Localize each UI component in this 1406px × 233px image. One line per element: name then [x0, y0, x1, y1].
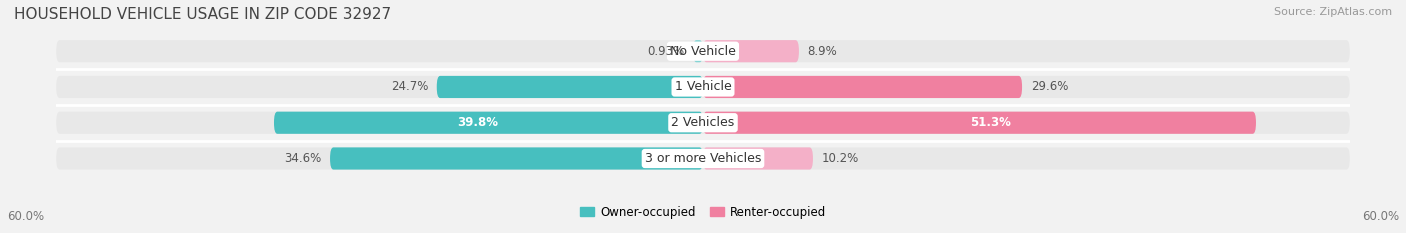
FancyBboxPatch shape [703, 76, 1022, 98]
Text: 8.9%: 8.9% [807, 45, 838, 58]
Text: 51.3%: 51.3% [970, 116, 1011, 129]
FancyBboxPatch shape [330, 147, 703, 170]
Text: 2 Vehicles: 2 Vehicles [672, 116, 734, 129]
Text: 10.2%: 10.2% [821, 152, 859, 165]
Text: 34.6%: 34.6% [284, 152, 322, 165]
FancyBboxPatch shape [437, 76, 703, 98]
Text: 0.93%: 0.93% [647, 45, 685, 58]
Legend: Owner-occupied, Renter-occupied: Owner-occupied, Renter-occupied [575, 201, 831, 223]
FancyBboxPatch shape [703, 147, 813, 170]
FancyBboxPatch shape [56, 112, 1350, 134]
Text: 60.0%: 60.0% [1362, 210, 1399, 223]
FancyBboxPatch shape [56, 40, 1350, 62]
Text: 39.8%: 39.8% [457, 116, 498, 129]
Text: 24.7%: 24.7% [391, 80, 429, 93]
FancyBboxPatch shape [274, 112, 703, 134]
FancyBboxPatch shape [56, 147, 1350, 170]
Text: 3 or more Vehicles: 3 or more Vehicles [645, 152, 761, 165]
Text: HOUSEHOLD VEHICLE USAGE IN ZIP CODE 32927: HOUSEHOLD VEHICLE USAGE IN ZIP CODE 3292… [14, 7, 391, 22]
Text: 29.6%: 29.6% [1031, 80, 1069, 93]
Text: Source: ZipAtlas.com: Source: ZipAtlas.com [1274, 7, 1392, 17]
Text: 60.0%: 60.0% [7, 210, 44, 223]
FancyBboxPatch shape [703, 112, 1256, 134]
Text: No Vehicle: No Vehicle [671, 45, 735, 58]
Text: 1 Vehicle: 1 Vehicle [675, 80, 731, 93]
FancyBboxPatch shape [56, 76, 1350, 98]
FancyBboxPatch shape [693, 40, 703, 62]
FancyBboxPatch shape [703, 40, 799, 62]
